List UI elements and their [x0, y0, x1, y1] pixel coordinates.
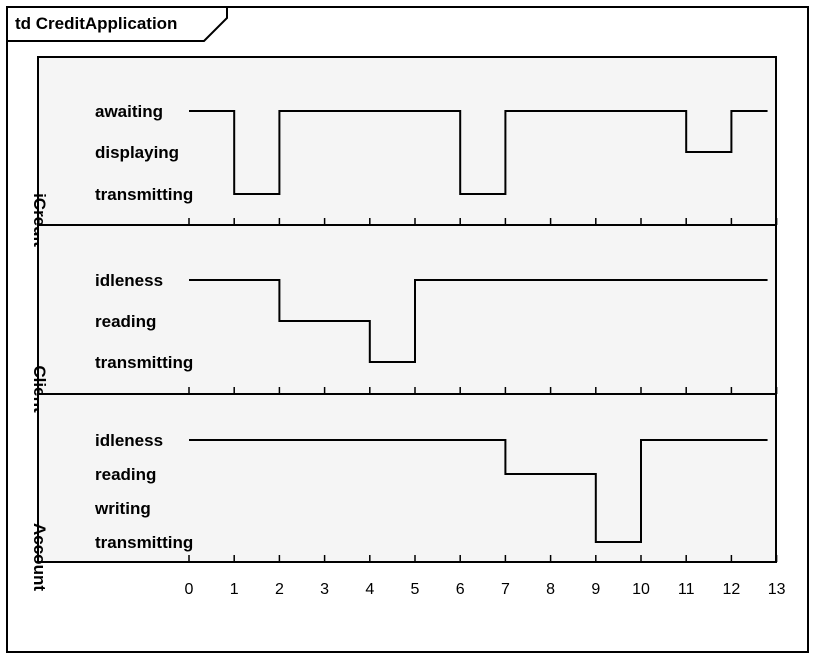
lifeline-name: Account [30, 523, 49, 591]
state-label: writing [94, 499, 151, 518]
state-label: reading [95, 465, 156, 484]
lifeline-panel [37, 56, 777, 226]
tick-label: 9 [591, 581, 600, 598]
state-waveform [189, 279, 768, 363]
lifeline-panels: awaitingdisplayingtransmittingiCreditidl… [30, 56, 778, 591]
tick-label: 1 [230, 581, 239, 598]
state-waveform [189, 110, 768, 195]
tick-label: 3 [320, 581, 329, 598]
tick-label: 5 [411, 581, 420, 598]
time-axis: 0 1 2 3 4 5 6 7 8 9 10 11 12 13 [185, 581, 786, 598]
state-label: reading [95, 312, 156, 331]
tick-label: 6 [456, 581, 465, 598]
title-tab [7, 7, 228, 42]
tick-label: 8 [546, 581, 555, 598]
lifeline-account: idleness reading writing transmitting Accoun… [30, 393, 778, 591]
diagram-title: td CreditApplication [15, 14, 177, 33]
state-label: idleness [95, 271, 163, 290]
lifeline-panel [37, 393, 777, 563]
state-waveform [189, 439, 768, 543]
state-label: displaying [95, 143, 179, 162]
state-label: idleness [95, 431, 163, 450]
tick-label: 4 [365, 581, 374, 598]
state-label: transmitting [95, 533, 193, 552]
tick-label: 10 [632, 581, 650, 598]
tick-label: 7 [501, 581, 510, 598]
tick-label: 11 [678, 581, 695, 598]
state-label: awaiting [95, 102, 163, 121]
tick-label: 13 [768, 581, 786, 598]
tick-label: 0 [185, 581, 194, 598]
tick-label: 2 [275, 581, 284, 598]
state-label: transmitting [95, 353, 193, 372]
tick-label: 12 [723, 581, 741, 598]
state-label: transmitting [95, 185, 193, 204]
